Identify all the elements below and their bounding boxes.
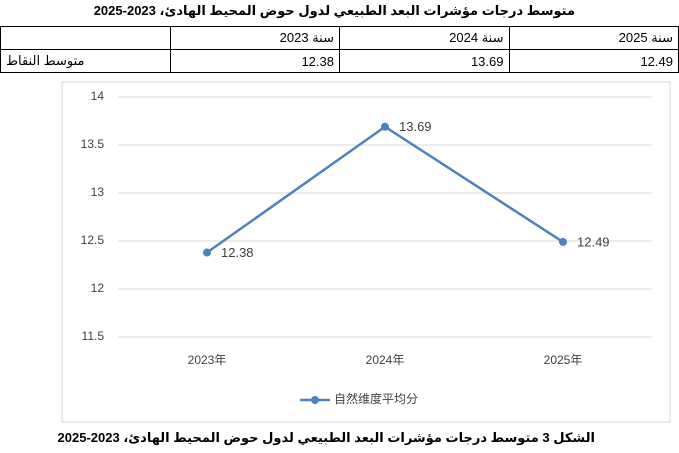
row-label: متوسط النقاط — [0, 49, 171, 73]
table-header: سنة 2023 — [169, 26, 340, 50]
table-cell: 13.69 — [339, 49, 510, 73]
table-cell: 12.38 — [169, 49, 340, 73]
data-label: 13.69 — [399, 119, 432, 134]
table-row: متوسط النقاط 12.38 13.69 12.49 — [0, 49, 679, 73]
data-label: 12.49 — [577, 234, 610, 249]
table-header: سنة 2025 — [508, 26, 679, 50]
caption: الشكل 3 متوسط درجات مؤشرات البعد الطبيعي… — [57, 430, 595, 445]
table-cell: 12.49 — [508, 49, 679, 73]
x-tick-label: 2025年 — [544, 353, 583, 367]
legend-label: 自然维度平均分 — [334, 391, 418, 406]
title: متوسط درجات مؤشرات البعد الطبيعي لدول حو… — [93, 3, 575, 18]
marker — [381, 122, 389, 131]
chart: 11.5 12 12.5 13 13.5 14 2023年 2024年 2025年 12.38 13… — [61, 81, 671, 423]
y-tick-label: 13 — [91, 185, 105, 199]
legend-marker — [311, 396, 319, 404]
line — [206, 125, 564, 254]
y-tick-label: 13.5 — [81, 137, 105, 151]
y-tick-label: 12 — [91, 281, 105, 295]
y-tick-label: 11.5 — [82, 329, 105, 343]
chart-frame — [61, 81, 671, 423]
x-tick-label: 2024年 — [366, 353, 405, 367]
marker — [559, 237, 567, 246]
x-tick-label: 2023年 — [188, 353, 227, 367]
y-tick-label: 14 — [91, 89, 105, 103]
table-header-row: سنة 2023 سنة 2024 سنة 2025 — [0, 26, 679, 50]
y-tick-label: 12.5 — [81, 233, 105, 247]
marker — [203, 248, 211, 257]
data-label: 12.38 — [221, 245, 254, 260]
table: سنة 2023 سنة 2024 سنة 2025 متوسط النقاط … — [0, 26, 679, 73]
